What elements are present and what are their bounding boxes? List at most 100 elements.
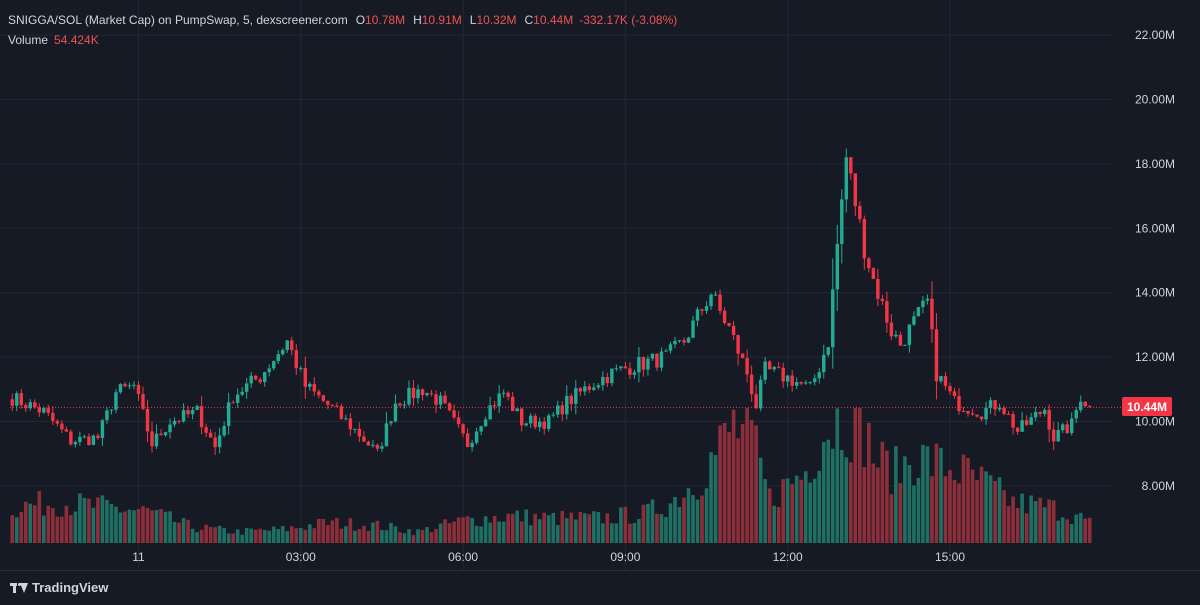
candle-body xyxy=(506,392,510,397)
volume-bar xyxy=(605,513,610,543)
volume-bar xyxy=(907,465,912,543)
x-axis-label: 12:00 xyxy=(773,550,803,564)
volume-bar xyxy=(862,467,867,543)
candle-body xyxy=(979,416,984,420)
volume-bar xyxy=(997,477,1002,543)
candle-body xyxy=(1051,429,1056,442)
volume-bar xyxy=(930,476,934,543)
candle-body xyxy=(136,384,141,395)
volume-bar xyxy=(1065,519,1070,543)
candle-body xyxy=(1065,424,1069,433)
volume-bar xyxy=(601,523,605,543)
volume-bar xyxy=(55,516,60,543)
volume-bar xyxy=(443,519,447,543)
low-key: L xyxy=(469,13,477,27)
candle-body xyxy=(78,436,82,443)
candle-body xyxy=(718,294,722,311)
volume-bar xyxy=(249,528,253,543)
volume-bar xyxy=(677,507,682,543)
candle-body xyxy=(447,403,452,411)
candle-body xyxy=(1088,406,1092,408)
candle-body xyxy=(105,410,109,421)
volume-bar xyxy=(132,510,136,543)
candle-body xyxy=(357,428,362,437)
volume-bar xyxy=(921,444,925,543)
volume-bar xyxy=(826,439,831,543)
volume-bar xyxy=(1069,524,1074,543)
volume-bar xyxy=(479,526,483,543)
volume-bar xyxy=(109,503,114,543)
volume-bar xyxy=(988,475,993,543)
candle-body xyxy=(407,387,411,405)
volume-bar xyxy=(64,505,69,543)
last-price-label: 10.44M xyxy=(1122,397,1172,416)
candle-body xyxy=(993,400,997,410)
candle-body xyxy=(578,388,583,392)
candle-body xyxy=(970,413,975,415)
volume-bar xyxy=(596,512,601,543)
candle-body xyxy=(474,431,479,443)
volume-bar xyxy=(749,419,754,543)
y-axis-label: 14.00M xyxy=(1135,286,1175,300)
volume-bar xyxy=(118,512,123,543)
candle-body xyxy=(96,435,100,439)
candle-body xyxy=(1079,401,1083,411)
volume-bar xyxy=(925,446,930,543)
volume-bar xyxy=(375,520,380,543)
volume-bar xyxy=(569,512,574,543)
candle-body xyxy=(641,357,646,370)
candle-body xyxy=(172,420,177,425)
volume-bar xyxy=(1060,517,1065,543)
candle-body xyxy=(952,391,957,396)
candle-body xyxy=(456,417,461,425)
volume-bar xyxy=(546,515,551,543)
volume-bar xyxy=(271,526,276,543)
candle-body xyxy=(488,405,492,420)
candle-body xyxy=(813,378,817,383)
volume-bar xyxy=(871,463,876,543)
candle-body xyxy=(389,421,393,424)
candle-body xyxy=(154,433,159,447)
volume-bar xyxy=(195,532,199,543)
candle-body xyxy=(1060,424,1065,431)
candle-body xyxy=(141,394,145,409)
volume-bar xyxy=(407,529,411,543)
candle-body xyxy=(226,402,231,427)
volume-bar xyxy=(452,521,456,543)
candle-body xyxy=(673,340,677,345)
candle-body xyxy=(222,426,226,436)
candle-body xyxy=(1069,418,1074,433)
volume-bar xyxy=(691,495,695,543)
volume-bar xyxy=(1029,495,1033,543)
volume-bar xyxy=(357,529,362,543)
volume-bar xyxy=(177,522,181,543)
candle-body xyxy=(736,335,740,354)
candle-body xyxy=(632,372,637,375)
candle-body xyxy=(249,375,253,384)
candle-body xyxy=(804,382,808,384)
candle-body xyxy=(867,258,871,269)
volume-bar xyxy=(190,528,195,543)
volume-bar xyxy=(876,467,880,543)
volume-bar xyxy=(321,519,326,543)
volume-bar xyxy=(344,526,348,543)
y-axis-label: 22.00M xyxy=(1135,28,1175,42)
candle-body xyxy=(596,385,601,388)
candle-body xyxy=(655,353,659,368)
candle-body xyxy=(244,383,249,392)
candle-body xyxy=(380,446,384,449)
volume-bar xyxy=(226,533,231,543)
tradingview-logo[interactable]: TradingView xyxy=(10,580,108,595)
candle-body xyxy=(619,366,623,369)
volume-bar xyxy=(673,496,677,543)
candle-body xyxy=(181,410,186,422)
volume-bar xyxy=(790,484,794,543)
volume-bar xyxy=(32,505,37,543)
volume-bar xyxy=(402,533,407,543)
volume-bar xyxy=(231,533,235,543)
candle-body xyxy=(560,405,564,415)
volume-bar xyxy=(948,470,952,543)
volume-bar xyxy=(794,475,799,543)
candle-body xyxy=(794,382,799,386)
